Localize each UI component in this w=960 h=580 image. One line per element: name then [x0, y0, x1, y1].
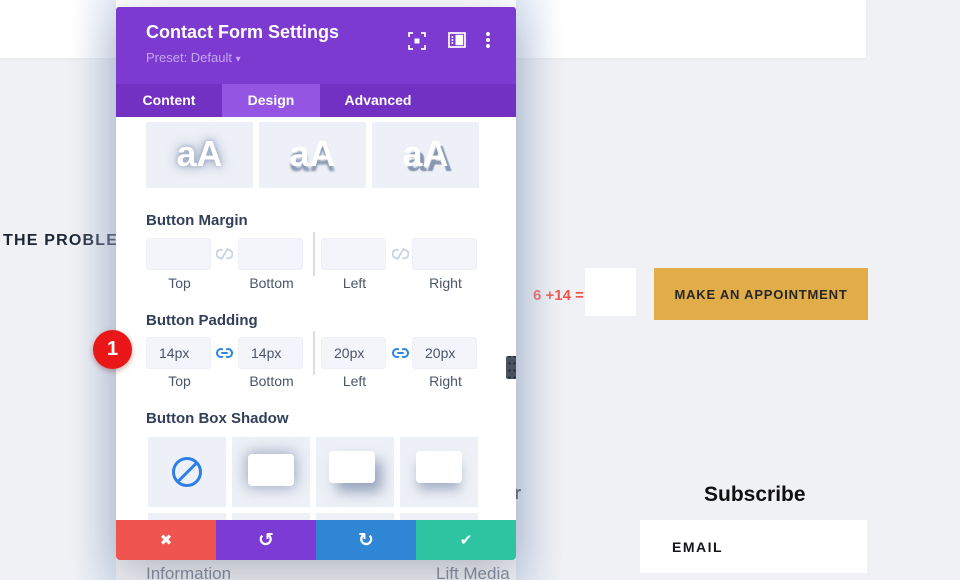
margin-right-input[interactable] [412, 238, 477, 270]
scrollbar-drag-handle[interactable] [506, 356, 516, 379]
chevron-down-icon: ▾ [235, 54, 241, 65]
captcha-answer-input[interactable] [585, 268, 636, 316]
unlink-values-icon[interactable] [215, 246, 234, 262]
box-shadow-option-down-right[interactable] [316, 437, 394, 507]
redo-icon: ↻ [358, 529, 374, 551]
box-shadow-option-partial[interactable] [316, 513, 394, 520]
box-shadow-option-partial[interactable] [148, 513, 226, 520]
text-shadow-option-down[interactable]: aA [259, 122, 366, 188]
no-shadow-icon [172, 457, 202, 487]
make-appointment-button[interactable]: MAKE AN APPOINTMENT [654, 268, 868, 320]
box-shadow-option-none[interactable] [148, 437, 226, 507]
link-values-icon[interactable] [391, 345, 410, 361]
modal-header: Contact Form Settings Preset: Default ▾ [116, 7, 516, 84]
expand-modal-icon[interactable] [408, 32, 426, 50]
tab-design[interactable]: Design [222, 84, 320, 117]
more-options-icon[interactable] [486, 32, 492, 50]
button-box-shadow-heading: Button Box Shadow [146, 410, 289, 427]
tab-content[interactable]: Content [142, 92, 196, 108]
email-field-wrap [640, 520, 867, 573]
divider [313, 232, 315, 276]
margin-left-label: Left [342, 275, 367, 291]
modal-title: Contact Form Settings [146, 22, 340, 42]
footer-link-information[interactable]: Information [146, 564, 232, 580]
padding-bottom-label: Bottom [249, 373, 294, 389]
preset-dropdown[interactable]: Preset: Default ▾ [146, 50, 241, 65]
text-shadow-option-down-right[interactable]: aA [372, 122, 479, 188]
close-icon: ✖ [159, 531, 173, 549]
undo-icon: ↺ [258, 529, 274, 551]
annotation-step-badge: 1 [93, 330, 132, 369]
discard-button[interactable]: ✖ [116, 520, 216, 560]
save-button[interactable]: ✔ [416, 520, 516, 560]
margin-left-input[interactable] [321, 238, 386, 270]
box-shadow-option-glow[interactable] [232, 437, 310, 507]
padding-left-label: Left [342, 373, 367, 389]
button-margin-heading: Button Margin [146, 212, 248, 229]
box-shadow-option-partial[interactable] [400, 513, 478, 520]
margin-top-label: Top [168, 275, 191, 291]
margin-right-label: Right [429, 275, 462, 291]
contact-form-settings-modal: Contact Form Settings Preset: Default ▾ … [116, 7, 516, 560]
padding-left-input[interactable] [321, 337, 386, 369]
shadow-preview [329, 451, 375, 483]
padding-top-input[interactable] [146, 337, 211, 369]
shadow-preview [248, 454, 294, 486]
subscribe-heading: Subscribe [704, 483, 806, 506]
layout-panel-icon[interactable] [448, 32, 466, 50]
box-shadow-option-down[interactable] [400, 437, 478, 507]
link-values-icon[interactable] [215, 345, 234, 361]
settings-tab-bar: Content Design Advanced [116, 84, 516, 117]
undo-button[interactable]: ↺ [216, 520, 316, 560]
padding-right-input[interactable] [412, 337, 477, 369]
button-padding-heading: Button Padding [146, 312, 258, 329]
modal-edge-glow-left [72, 0, 116, 580]
margin-bottom-input[interactable] [238, 238, 303, 270]
shadow-preview [416, 451, 462, 483]
divider [313, 331, 315, 375]
check-icon: ✔ [459, 531, 473, 549]
margin-top-input[interactable] [146, 238, 211, 270]
modal-action-bar: ✖ ↺ ↻ ✔ [116, 520, 516, 560]
text-shadow-option-glow[interactable]: aA [146, 122, 253, 188]
settings-scroll-area: aA aA aA Button Margin [116, 117, 516, 520]
padding-bottom-input[interactable] [238, 337, 303, 369]
unlink-values-icon[interactable] [391, 246, 410, 262]
preset-label: Preset: Default [146, 50, 232, 65]
padding-right-label: Right [429, 373, 462, 389]
email-field[interactable] [672, 520, 852, 573]
padding-top-label: Top [168, 373, 191, 389]
margin-bottom-label: Bottom [249, 275, 294, 291]
redo-button[interactable]: ↻ [316, 520, 416, 560]
box-shadow-option-partial[interactable] [232, 513, 310, 520]
tab-advanced[interactable]: Advanced [344, 92, 412, 108]
section-heading-problem: THE PROBLEM [3, 232, 133, 249]
modal-edge-glow-right [516, 0, 562, 580]
footer-link-lift-media[interactable]: Lift Media [436, 564, 510, 580]
